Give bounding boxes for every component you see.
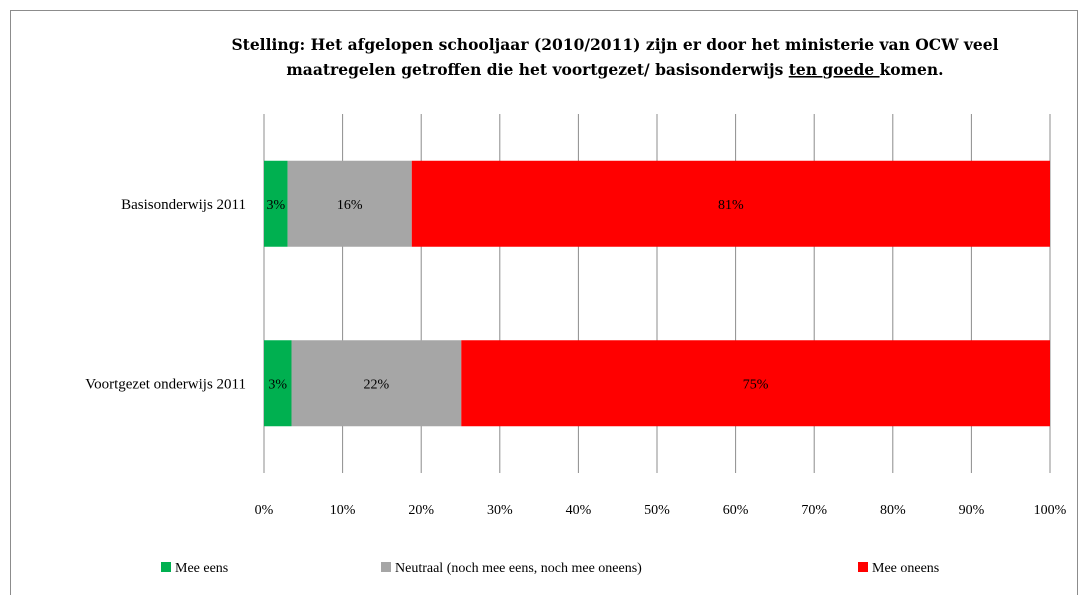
category-label: Voortgezet onderwijs 2011 (85, 376, 246, 392)
x-tick-label: 60% (723, 503, 749, 518)
x-tick-label: 100% (1034, 503, 1067, 518)
legend: Mee eens Neutraal (noch mee eens, noch me… (161, 561, 939, 576)
legend-label: Mee oneens (872, 561, 939, 576)
data-label: 16% (337, 198, 363, 213)
x-axis-ticks: 0% 10% 20% 30% 40% 50% 60% 70% 80% 90% 100% (255, 503, 1067, 518)
chart-title-line2-pre: maatregelen getroffen die het voortgezet… (286, 60, 788, 79)
bar-segment (287, 160, 412, 247)
category-label: Basisonderwijs 2011 (121, 197, 246, 213)
x-tick-label: 40% (566, 503, 592, 518)
x-tick-label: 50% (644, 503, 670, 518)
x-tick-label: 0% (255, 503, 274, 518)
data-label: 22% (364, 377, 390, 392)
bar-segment (264, 340, 292, 427)
data-label: 81% (718, 198, 744, 213)
x-tick-label: 90% (959, 503, 985, 518)
x-tick-label: 20% (408, 503, 434, 518)
x-tick-label: 30% (487, 503, 513, 518)
legend-label: Mee eens (175, 561, 228, 576)
data-label: 75% (743, 377, 769, 392)
chart-frame: Stelling: Het afgelopen schooljaar (2010… (10, 10, 1078, 595)
bar-segment (264, 160, 288, 247)
bar-segment (461, 340, 1050, 427)
stacked-bar-chart: Stelling: Het afgelopen schooljaar (2010… (85, 35, 1067, 576)
x-tick-label: 70% (801, 503, 827, 518)
legend-swatch (858, 562, 868, 572)
legend-swatch (381, 562, 391, 572)
chart-title-line2: maatregelen getroffen die het voortgezet… (286, 60, 943, 79)
x-tick-label: 80% (880, 503, 906, 518)
bar-segment (291, 340, 462, 427)
x-tick-label: 10% (330, 503, 356, 518)
data-label: 3% (266, 198, 285, 213)
bar-segment (411, 160, 1050, 247)
chart-title-line1: Stelling: Het afgelopen schooljaar (2010… (231, 35, 998, 54)
category-labels: Basisonderwijs 2011 Voortgezet onderwijs … (85, 197, 246, 393)
chart-title-underlined: ten goede (789, 60, 880, 79)
legend-label: Neutraal (noch mee eens, noch mee oneens… (395, 561, 642, 576)
data-label: 3% (268, 377, 287, 392)
legend-swatch (161, 562, 171, 572)
chart-title-line2-post: komen. (880, 60, 944, 79)
bars: 3% 16% 81% 3% 22% 75% (264, 160, 1050, 427)
